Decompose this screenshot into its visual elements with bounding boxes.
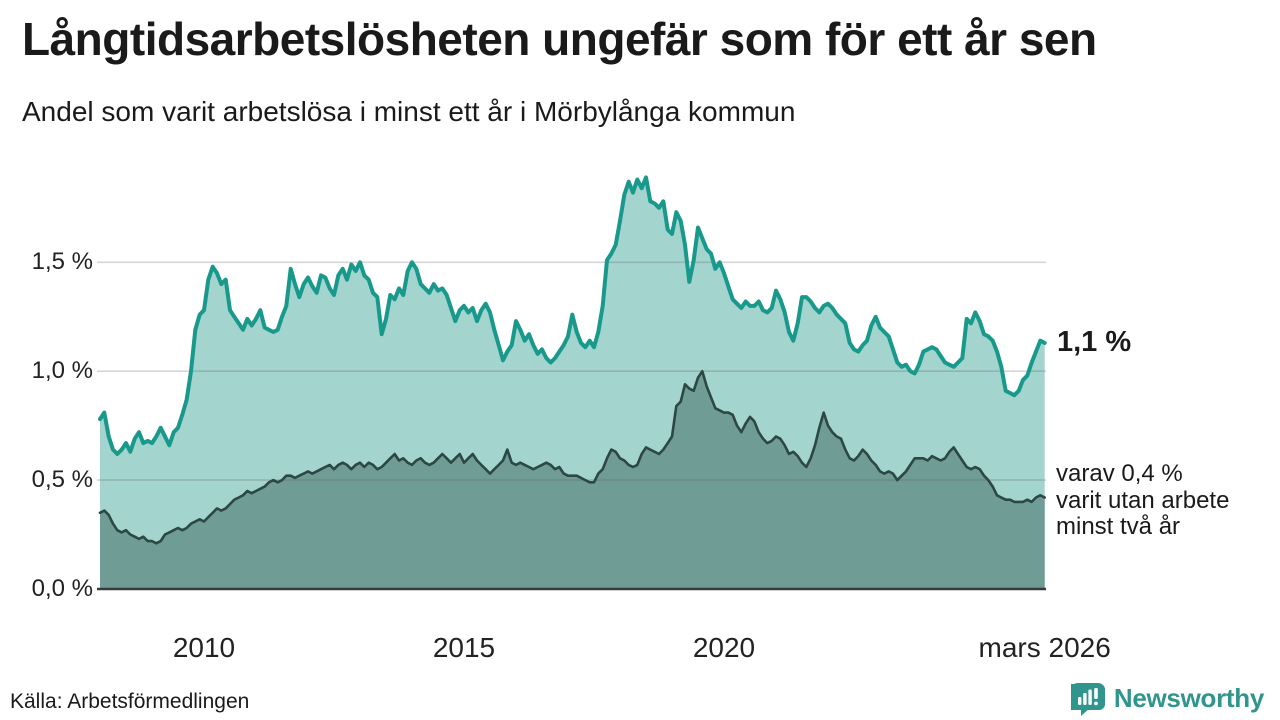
two-year-annotation: varav 0,4 % varit utan arbete minst två … <box>1056 460 1230 541</box>
y-tick-label: 1,0 % <box>31 357 93 385</box>
y-tick-label: 0,0 % <box>31 575 93 602</box>
y-tick-label: 1,5 % <box>31 248 93 276</box>
x-tick-label: 2015 <box>432 632 496 663</box>
x-tick-label: mars 2026 <box>978 632 1111 663</box>
newsworthy-wordmark: Newsworthy <box>1113 682 1264 713</box>
x-tick-label: 2020 <box>692 632 756 663</box>
area-fill-two-year <box>100 371 1045 589</box>
page-subtitle: Andel som varit arbetslösa i minst ett å… <box>22 96 796 127</box>
newsworthy-logo: Newsworthy <box>1070 679 1264 717</box>
two-year-annotation-line: varit utan arbete <box>1056 486 1230 514</box>
y-tick-label: 0,5 % <box>31 466 93 494</box>
page-title: Långtidsarbetslösheten ungefär som för e… <box>22 13 1097 65</box>
line-two-year <box>98 369 1046 545</box>
bar-chart-speech-bubble-icon <box>1070 679 1107 717</box>
two-year-annotation-line: varav 0,4 % <box>1056 460 1183 487</box>
two-year-annotation-line: minst två år <box>1056 513 1181 540</box>
latest-value-annotation: 1,1 % <box>1057 326 1132 358</box>
line-one-year <box>98 175 1047 456</box>
source-note: Källa: Arbetsförmedlingen <box>10 690 250 713</box>
x-tick-label: 2010 <box>172 632 236 663</box>
